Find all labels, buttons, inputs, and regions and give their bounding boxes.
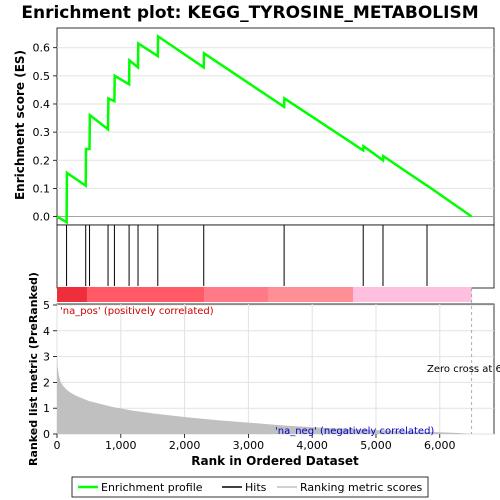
enrichment-y-ticks: 0.0 0.1 0.2 0.3 0.4 0.5 0.6 — [33, 42, 57, 224]
ranked-metric-y-ticks: 0 1 2 3 4 5 — [43, 299, 57, 441]
ranked-metric-panel: 0 1 2 3 4 5 0 1,000 2,000 3,000 4,000 5,000 6,000 '… — [27, 272, 500, 468]
ranked-metric-y-tick-label: 3 — [43, 351, 50, 364]
enrichment-y-tick-label: 0.3 — [33, 126, 51, 139]
x-tick-label: 2,000 — [169, 439, 201, 452]
enrichment-y-tick-label: 0.4 — [33, 98, 51, 111]
hits-panel — [56, 224, 495, 289]
enrichment-frame — [56, 27, 495, 226]
rank-bar-segment — [204, 287, 269, 302]
ranked-metric-y-tick-label: 4 — [43, 325, 50, 338]
ranked-metric-y-tick-label: 2 — [43, 376, 50, 389]
enrichment-y-tick-label: 0.0 — [33, 211, 51, 224]
x-axis-label: Rank in Ordered Dataset — [191, 454, 359, 468]
pos-correlated-label: 'na_pos' (positively correlated) — [60, 306, 214, 317]
rank-color-bar — [57, 287, 472, 302]
x-tick-label: 0 — [54, 439, 61, 452]
hit-lines — [66, 225, 428, 286]
zero-cross-label: Zero cross at 6 — [427, 364, 500, 375]
neg-correlated-label: 'na_neg' (negatively correlated) — [275, 426, 434, 437]
ranked-metric-y-axis-label: Ranked list metric (PreRanked) — [27, 272, 40, 466]
ranked-metric-y-tick-label: 5 — [43, 299, 50, 312]
legend: Enrichment profile Hits Ranking metric s… — [71, 476, 429, 498]
rank-bar-segment — [268, 287, 354, 302]
legend-enrichment-label: Enrichment profile — [101, 481, 203, 494]
x-tick-label: 3,000 — [233, 439, 265, 452]
ranking-metric-area — [57, 354, 472, 434]
x-tick-label: 5,000 — [360, 439, 392, 452]
x-tick-label: 6,000 — [424, 439, 456, 452]
legend-metric-label: Ranking metric scores — [300, 481, 422, 494]
hits-frame — [56, 224, 495, 289]
legend-frame — [71, 476, 429, 498]
ranked-metric-y-tick-label: 1 — [43, 402, 50, 415]
enrichment-y-axis-label: Enrichment score (ES) — [13, 50, 27, 200]
rank-bar-segment — [86, 287, 205, 302]
rank-bar-segment — [57, 287, 87, 302]
enrichment-panel: 0.0 0.1 0.2 0.3 0.4 0.5 0.6 Enrichment score (… — [13, 27, 495, 226]
rank-bar-segment — [353, 287, 472, 302]
x-tick-label: 4,000 — [296, 439, 328, 452]
enrichment-profile-line — [56, 34, 473, 225]
legend-hits-label: Hits — [245, 481, 267, 494]
enrichment-y-tick-label: 0.5 — [33, 70, 51, 83]
enrichment-y-tick-label: 0.6 — [33, 42, 51, 55]
enrichment-y-tick-label: 0.2 — [33, 154, 51, 167]
ranked-metric-y-tick-label: 0 — [43, 428, 50, 441]
x-tick-label: 1,000 — [105, 439, 137, 452]
enrichment-y-tick-label: 0.1 — [33, 182, 51, 195]
chart-title: Enrichment plot: KEGG_TYROSINE_METABOLIS… — [21, 3, 478, 23]
ranked-metric-x-ticks: 0 1,000 2,000 3,000 4,000 5,000 6,000 — [54, 434, 456, 452]
